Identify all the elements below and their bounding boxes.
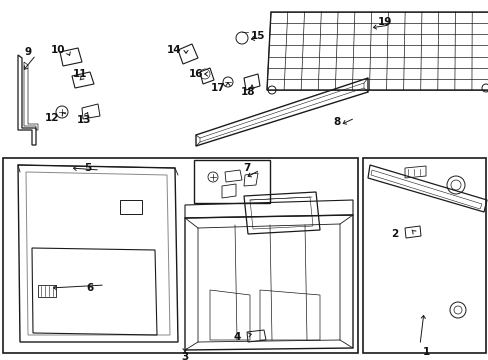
Text: 1: 1 <box>422 347 429 357</box>
Text: 19: 19 <box>377 17 391 27</box>
Text: 16: 16 <box>188 69 203 79</box>
Text: 2: 2 <box>390 229 398 239</box>
Text: 14: 14 <box>166 45 181 55</box>
Bar <box>3 158 357 353</box>
Text: 4: 4 <box>233 332 240 342</box>
Text: 3: 3 <box>181 352 188 360</box>
Text: 7: 7 <box>243 163 250 173</box>
Text: 5: 5 <box>84 163 91 173</box>
Text: 12: 12 <box>45 113 59 123</box>
Text: 6: 6 <box>86 283 93 293</box>
Text: 15: 15 <box>250 31 264 41</box>
Text: 13: 13 <box>77 115 91 125</box>
Text: 18: 18 <box>240 87 255 97</box>
Bar <box>194 160 269 203</box>
Text: 11: 11 <box>73 69 87 79</box>
Bar <box>362 158 485 353</box>
Text: 8: 8 <box>333 117 340 127</box>
Text: 9: 9 <box>24 47 32 57</box>
Text: 17: 17 <box>210 83 225 93</box>
Bar <box>120 200 142 214</box>
Text: 10: 10 <box>51 45 65 55</box>
Bar <box>38 285 56 297</box>
